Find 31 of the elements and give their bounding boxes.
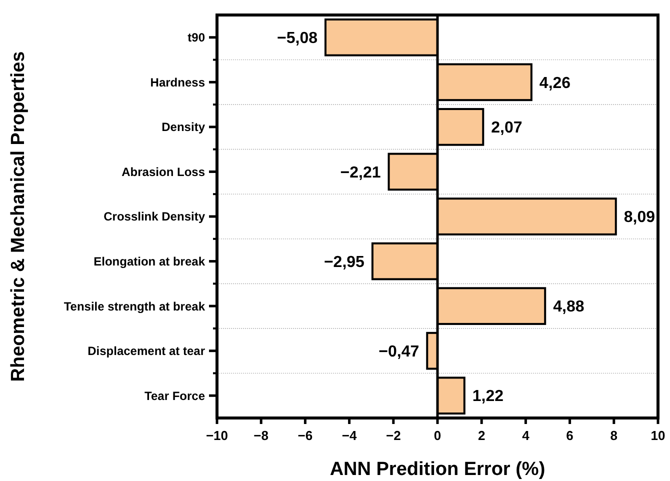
x-tick-label: 10 [650,428,666,443]
data-label: 4,26 [539,74,571,92]
y-tick-label: Elongation at break [94,254,206,268]
y-tick-label: t90 [188,30,206,45]
y-tick-label: Displacement at tear [88,344,206,358]
y-tick-label: Density [162,120,206,134]
y-axis-title: Rheometric & Mechanical Properties [8,51,29,382]
y-tick-label: Tensile strength at break [64,299,206,314]
x-tick-label: −2 [386,428,401,443]
y-tick-label: Hardness [150,75,206,90]
y-tick-label: Tear Force [144,388,206,403]
x-tick-label: 8 [610,428,618,443]
data-label: 4,88 [553,298,584,316]
x-tick-label: 2 [478,428,486,443]
x-axis-title: ANN Predition Error (%) [330,459,546,480]
data-label: 1,22 [472,388,504,406]
x-tick-label: −8 [254,428,269,443]
x-tick-label: 4 [522,428,530,443]
x-tick-label: −4 [342,428,358,443]
y-tick-label: Abrasion Loss [122,164,206,179]
x-tick-label: −10 [206,428,228,443]
data-label: −5,08 [277,30,318,47]
x-tick-label: 6 [566,428,574,443]
data-label: −2,95 [324,254,365,271]
data-label: −2,21 [340,164,381,182]
data-label: −0,47 [378,343,420,360]
y-tick-label: Crosslink Density [104,210,206,224]
x-tick-label: 0 [434,428,442,443]
x-tick-label: −6 [298,428,313,443]
data-label: 2,07 [491,120,522,137]
data-label: 8,09 [624,209,656,226]
